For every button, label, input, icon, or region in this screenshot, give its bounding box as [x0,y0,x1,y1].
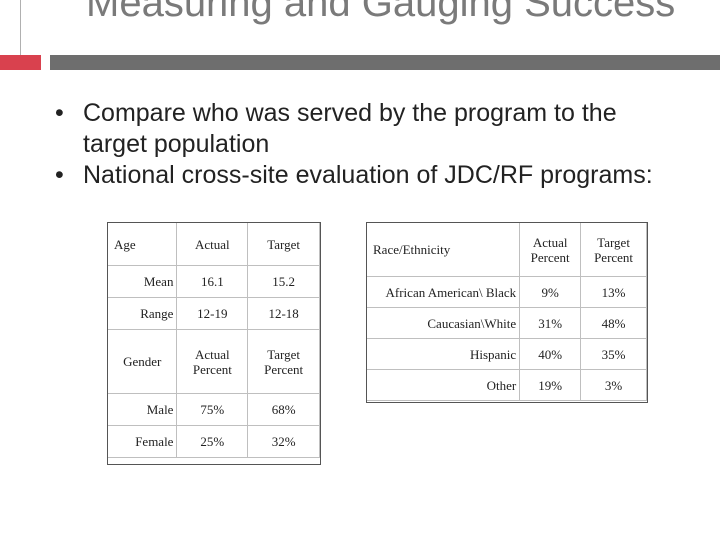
cell-actual: 16.1 [176,265,249,298]
title-accent-bar [0,55,41,70]
race-header: Race/Ethnicity [365,222,521,277]
actual-percent-header: Actual Percent [519,222,582,277]
cell-actual: 25% [176,425,249,458]
cell-target: 48% [580,307,647,339]
actual-header: Actual [176,222,249,266]
actual-percent-header: Actual Percent [176,329,249,394]
cell-target: 35% [580,338,647,370]
cell-target: 12-18 [247,297,320,330]
row-label: Mean [106,265,178,298]
slide-title: Measuring and Gauging Success [86,0,676,25]
bullet-list: Compare who was served by the program to… [55,98,675,191]
cell-actual: 40% [519,338,582,370]
cell-actual: 31% [519,307,582,339]
cell-target: 68% [247,393,320,426]
cell-target: 32% [247,425,320,458]
table-row: Gender Actual Percent Target Percent [106,329,320,394]
age-header: Age [106,222,178,266]
title-guide-line [20,0,21,60]
cell-actual: 9% [519,276,582,308]
title-rule-bar [50,55,720,70]
target-percent-header: Target Percent [580,222,647,277]
gender-header: Gender [106,329,178,394]
race-ethnicity-table: Race/Ethnicity Actual Percent Target Per… [365,222,647,401]
cell-target: 13% [580,276,647,308]
table-row: Range 12-19 12-18 [106,297,320,330]
row-label: Female [106,425,178,458]
table-row: Male 75% 68% [106,393,320,426]
row-label: Hispanic [365,338,521,370]
table-row: Other 19% 3% [365,369,647,401]
target-header: Target [247,222,320,266]
bullet-item: Compare who was served by the program to… [55,98,675,160]
bullet-item: National cross-site evaluation of JDC/RF… [55,160,675,191]
table-row: Female 25% 32% [106,425,320,458]
table-row: Race/Ethnicity Actual Percent Target Per… [365,222,647,277]
row-label: Male [106,393,178,426]
cell-target: 15.2 [247,265,320,298]
row-label: African American\ Black [365,276,521,308]
table-row: Age Actual Target [106,222,320,266]
table-row: Hispanic 40% 35% [365,338,647,370]
cell-actual: 19% [519,369,582,401]
target-percent-header: Target Percent [247,329,320,394]
table-row: Caucasian\White 31% 48% [365,307,647,339]
table-row: Mean 16.1 15.2 [106,265,320,298]
age-gender-table: Age Actual Target Mean 16.1 15.2 Range 1… [106,222,320,458]
cell-target: 3% [580,369,647,401]
row-label: Other [365,369,521,401]
cell-actual: 75% [176,393,249,426]
cell-actual: 12-19 [176,297,249,330]
row-label: Range [106,297,178,330]
table-row: African American\ Black 9% 13% [365,276,647,308]
row-label: Caucasian\White [365,307,521,339]
